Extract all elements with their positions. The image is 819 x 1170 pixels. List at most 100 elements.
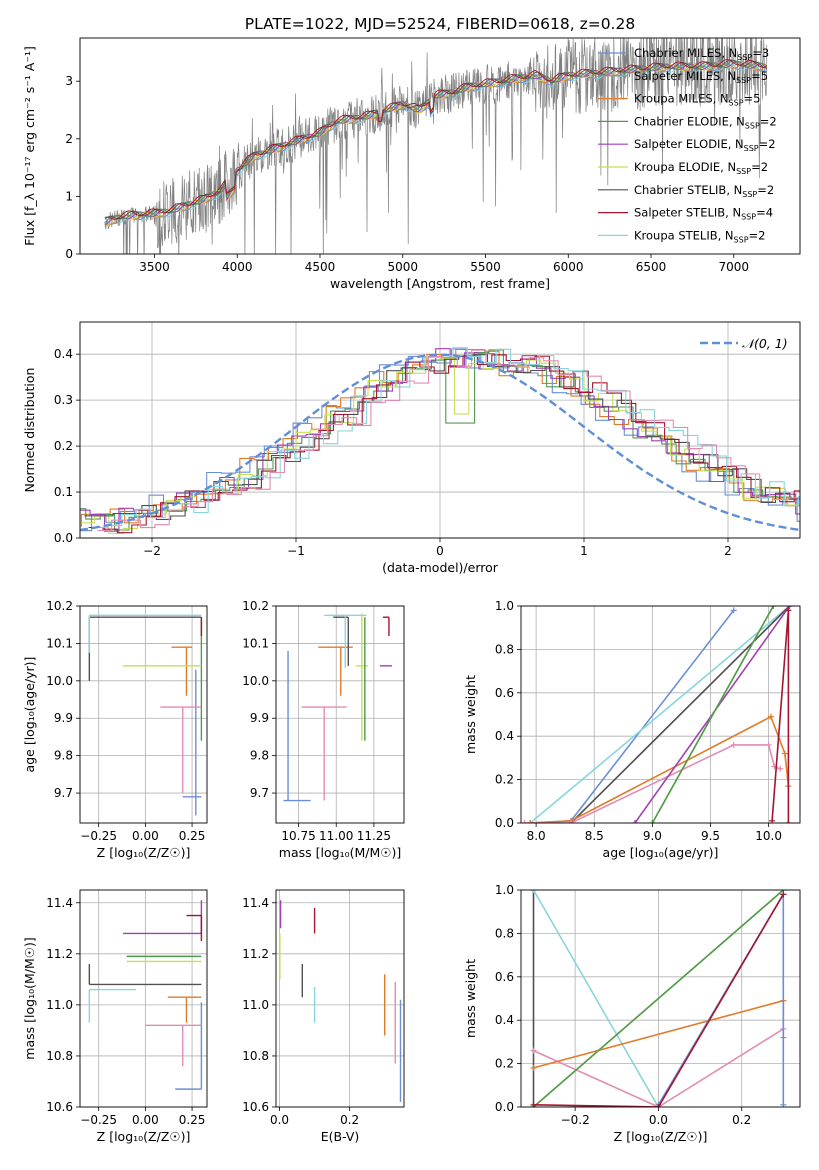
x-axis-label: Z [log₁₀(Z/Z☉)] [97,845,191,860]
axes-residuals: −2 −1 0 1 2 0.0 0.1 0.2 0.3 0.4 (data-model)/error… [22,321,801,575]
point-kroupa_elodie [355,613,368,741]
marker-salpeter_stelib [780,891,787,898]
plot-region [104,38,768,254]
axes-frame [275,605,405,824]
series-salpeter_stelib [771,610,790,823]
marker-chabrier_elodie [649,820,656,823]
point-pink [160,706,202,794]
x-tick-label: 0.2 [340,1113,359,1127]
point-chabrier_miles [175,1002,203,1090]
x-tick-label: 9.5 [701,829,720,843]
y-tick-label: 0.8 [495,926,514,940]
x-tick-label: −2 [143,544,161,558]
figure-title: PLATE=1022, MJD=52524, FIBERID=0618, z=0… [245,15,635,33]
y-tick-label: 11.0 [242,998,269,1012]
y-tick-label: 10.0 [242,674,269,688]
x-tick-label: 0 [436,544,444,558]
point-chabrier_miles [182,669,202,816]
x-axis-label: age [log₁₀(age/yr)] [603,845,719,860]
axes-weight_vs_Z: −0.2 0.0 0.2 0.0 0.2 0.4 0.6 0.8 1.0 Z [log₁₀(Z/Z… [463,883,801,1144]
series-chabrier_elodie [651,606,774,823]
marker-salpeter_elodie [631,820,638,823]
point-kroupa_miles [167,996,202,1023]
legend-label-salpeter_miles: Salpeter MILES, NSSP=5 [634,69,768,85]
histogram-salpeter_stelib [88,354,800,534]
x-tick-label: 10.0 [755,829,782,843]
marker-pink [777,765,784,772]
x-tick-label: 0.25 [179,829,206,843]
marker-kroupa_miles [527,820,534,823]
axes-weight_vs_age: 8.0 8.5 9.0 9.5 10.0 0.0 0.2 0.4 0.6 0.8 1.0 age [l… [463,599,801,860]
point-chabrier_stelib [88,964,202,986]
y-tick-label: 0.6 [495,970,514,984]
y-axis-label: Flux [f_λ 10⁻¹⁷ erg cm⁻² s⁻¹ A⁻¹] [22,46,37,246]
y-tick-label: 10.1 [242,636,269,650]
axes-frame [79,605,208,824]
point-salpeter_stelib [382,616,390,636]
marker-kroupa_stelib [530,890,537,893]
marker-kroupa_miles [767,713,774,720]
y-tick-label: 1.0 [495,883,514,897]
histogram-pink [97,349,800,532]
y-tick-label: 11.2 [242,947,269,961]
y-tick-label: 10.6 [46,1100,73,1114]
x-tick-label: 5000 [387,260,418,274]
model-spectrum-chabrier_stelib [104,59,767,220]
x-tick-label: 0.0 [649,1113,668,1127]
x-tick-label: −0.2 [561,1113,590,1127]
legend-label-chabrier_stelib: Chabrier STELIB, NSSP=2 [634,183,774,199]
marker-chabrier_elodie [770,606,777,609]
legend-label-salpeter_elodie: Salpeter ELODIE, NSSP=2 [634,137,776,153]
y-tick-label: 0.2 [495,773,514,787]
y-tick-label: 9.9 [250,711,269,725]
x-axis-label: wavelength [Angstrom, rest frame] [330,276,550,291]
axes-frame [79,321,801,539]
plot-region [530,890,787,1107]
series-pink [533,1028,784,1107]
x-tick-label: 2 [724,544,732,558]
y-tick-label: 0.2 [54,439,73,453]
y-tick-label: 11.4 [242,896,269,910]
series-chabrier_stelib [570,606,791,823]
y-tick-label: 10.0 [46,674,73,688]
y-tick-label: 11.0 [46,998,73,1012]
point-kroupa_stelib [324,614,367,668]
y-tick-label: 10.1 [46,636,73,650]
plot-region [279,900,402,1102]
y-tick-label: 0.4 [495,729,514,743]
x-tick-label: 11.25 [357,829,391,843]
x-tick-label: 0.00 [132,829,159,843]
x-tick-label: 6500 [636,260,667,274]
legend-label-kroupa_miles: Kroupa MILES, NSSP=5 [634,92,760,108]
marker-salpeter_elodie [786,606,793,609]
axes-frame [275,889,405,1108]
model-spectrum-salpeter_stelib [104,59,768,220]
y-tick-label: 9.7 [250,786,269,800]
y-tick-label: 9.7 [54,786,73,800]
y-tick-label: 11.4 [46,896,73,910]
y-tick-label: 10.2 [46,599,73,613]
x-axis-label: (data-model)/error [382,560,499,575]
series-chabrier_miles [530,609,735,823]
point-pink [301,706,347,801]
x-tick-label: 0.25 [179,1113,206,1127]
plot-region [88,900,203,1090]
point-kroupa_miles [171,646,193,696]
y-axis-label: mass weight [463,675,478,754]
point-chabrier_miles [283,650,311,802]
series-kroupa_stelib [532,890,660,1107]
x-tick-label: −0.25 [80,1113,117,1127]
marker-pink [521,820,528,823]
axes-mass_vs_ebv: 0.0 0.2 10.6 10.8 11.0 11.2 11.4 E(B-V) [242,889,405,1144]
y-axis-label: mass [log₁₀(M/M☉)] [22,937,37,1059]
legend-label-chabrier_miles: Chabrier MILES, NSSP=3 [634,46,769,62]
legend-label-kroupa_elodie: Kroupa ELODIE, NSSP=2 [634,160,768,176]
point-salpeter_stelib [186,914,203,942]
legend: Chabrier MILES, NSSP=3 Salpeter MILES, NS… [598,46,777,244]
x-axis-label: Z [log₁₀(Z/Z☉)] [97,1129,191,1144]
normal-distribution-curve [80,353,800,532]
point-pink [145,1024,202,1067]
marker-pink [730,741,737,748]
x-tick-label: −0.25 [80,829,117,843]
y-tick-label: 1.0 [495,599,514,613]
